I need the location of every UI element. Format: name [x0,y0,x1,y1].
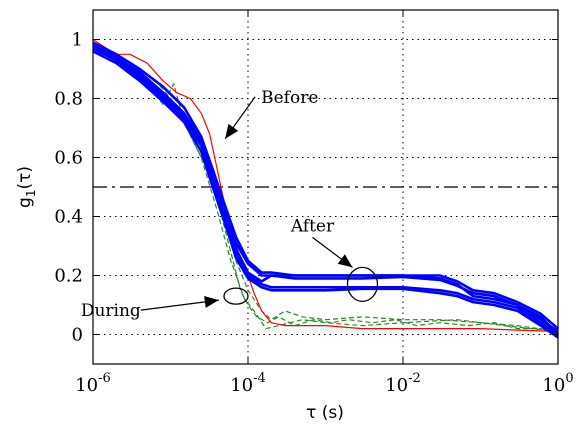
x-tick-base: 10 [542,375,565,396]
y-tick-label: 0.6 [54,148,83,169]
y-axis-label-tail: (τ) [15,166,35,190]
y-axis-label-main: g [15,197,35,208]
x-tick-base: 10 [385,375,408,396]
series-line-after [92,50,559,339]
series-line-during [92,44,559,333]
annotations: Before After During [81,88,379,321]
annotation-arrowhead [204,295,219,308]
annotation-label-during: During [81,301,141,321]
annotation-arrowhead [225,123,239,139]
y-tick-label: 0.2 [54,266,83,287]
x-tick-label: 10-4 [230,371,266,396]
x-tick-exponent: -6 [98,371,111,386]
svg-text:g1(τ): g1(τ) [15,166,38,208]
series-line-during [92,41,559,333]
series-line-during [92,47,559,333]
annotation-label-after: After [290,216,335,236]
plot-frame [92,9,559,365]
annotation-ellipse [346,266,379,303]
x-tick-exponent: -4 [253,371,266,386]
y-tick-label: 0.8 [54,89,83,110]
x-tick-base: 10 [230,375,253,396]
y-axis-label: g1(τ) [15,166,38,208]
series-layer [92,38,559,339]
annotation-arrowhead [337,254,353,268]
x-tick-exponent: -2 [408,371,421,386]
series-line-after [92,41,559,336]
x-tick-base: 10 [75,375,98,396]
y-axis-label-sub: 1 [24,190,38,198]
x-tick-label: 100 [542,371,573,396]
y-tick-label: 1 [72,30,83,51]
y-tick-label: 0 [72,325,83,346]
series-line-after [92,47,559,336]
y-tick-label: 0.4 [54,207,83,228]
x-tick-label: 10-2 [385,371,421,396]
annotation-ellipse [223,287,249,305]
annotation-label-before: Before [261,88,318,108]
x-tick-exponent: 0 [565,371,573,386]
x-axis-label: τ (s) [306,403,344,423]
plot-background [93,10,558,364]
x-tick-label: 10-6 [75,371,111,396]
series-line-after [92,44,559,333]
